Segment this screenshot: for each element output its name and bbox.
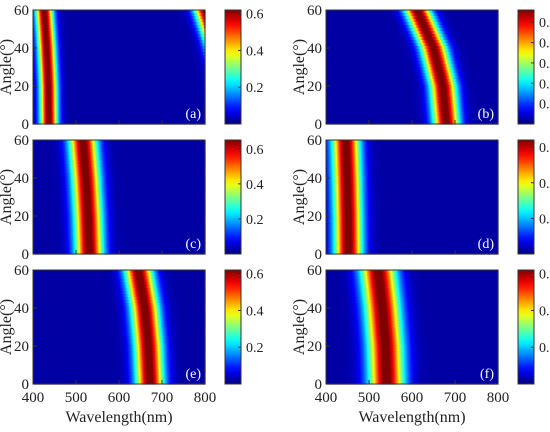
colorbar-tick-label: 0.3 — [539, 268, 550, 283]
colorbar-tick-label: 0.4 — [246, 304, 264, 319]
x-tick-label: 700 — [444, 390, 467, 406]
y-tick-label: 40 — [307, 301, 322, 317]
colorbar-tick-label: 0.2 — [246, 341, 264, 356]
y-tick-label: 20 — [307, 79, 322, 95]
y-tick-label: 40 — [14, 301, 29, 317]
y-tick-label: 60 — [14, 263, 29, 279]
heatmap-c — [33, 140, 206, 255]
colorbar-e: 0.2 0.4 0.6 — [225, 268, 264, 384]
y-axis-label: Angle(°) — [0, 39, 15, 95]
y-axis-label: Angle(°) — [291, 299, 308, 355]
panel-label: (d) — [478, 237, 495, 252]
heatmap-d — [326, 140, 499, 255]
panel-d: 0 20 40 60 Angle(°) (d) 0.1 0.2 0.3 — [291, 133, 550, 263]
colorbar-a: 0.2 0.4 0.6 — [225, 8, 264, 124]
y-axis-label: Angle(°) — [291, 39, 308, 95]
panel-a: 0 20 40 60 Angle(°) (a) 0.2 0.4 0.6 — [0, 3, 264, 133]
colorbar-tick-label: 0.25 — [539, 16, 550, 31]
heatmap-e — [33, 270, 206, 385]
y-tick-label: 20 — [14, 79, 29, 95]
x-tick-label: 800 — [487, 390, 510, 406]
colorbar-tick-label: 0.3 — [539, 141, 550, 156]
y-tick-label: 40 — [307, 41, 322, 57]
colorbar-tick-label: 0.05 — [539, 98, 550, 113]
y-tick-label: 0 — [22, 117, 30, 133]
x-tick-label: 500 — [358, 390, 381, 406]
colorbar-tick-label: 0.6 — [246, 143, 264, 158]
panel-label: (f) — [480, 367, 494, 382]
panel-label: (e) — [185, 367, 201, 382]
y-tick-label: 60 — [307, 3, 322, 19]
y-tick-label: 20 — [307, 339, 322, 355]
x-axis-label: Wavelength(nm) — [65, 409, 172, 426]
colorbar-tick-label: 0.2 — [246, 213, 264, 228]
y-tick-label: 0 — [22, 247, 30, 263]
colorbar-c: 0.2 0.4 0.6 — [225, 140, 264, 254]
y-tick-label: 40 — [14, 171, 29, 187]
y-tick-label: 40 — [307, 171, 322, 187]
panel-label: (a) — [185, 107, 201, 122]
colorbar-tick-label: 0.6 — [246, 8, 264, 23]
y-tick-label: 60 — [14, 133, 29, 149]
heatmap-f — [326, 270, 499, 385]
x-tick-label: 400 — [22, 390, 45, 406]
colorbar-tick-label: 0.1 — [539, 77, 550, 92]
colorbar-tick-label: 0.1 — [539, 341, 550, 356]
x-tick-label: 700 — [151, 390, 174, 406]
colorbar-tick-label: 0.6 — [246, 268, 264, 283]
y-tick-label: 20 — [307, 209, 322, 225]
heatmap-a — [33, 10, 206, 125]
colorbar-tick-label: 0.2 — [539, 177, 550, 192]
y-tick-label: 40 — [14, 41, 29, 57]
colorbar-tick-label: 0.4 — [246, 178, 264, 193]
y-axis-label: Angle(°) — [0, 299, 15, 355]
colorbar-tick-label: 0.1 — [539, 212, 550, 227]
y-tick-label: 0 — [315, 117, 323, 133]
y-tick-label: 20 — [14, 339, 29, 355]
colorbar-tick-label: 0.2 — [246, 81, 264, 96]
colorbar-b: 0.05 0.1 0.15 0.2 0.25 — [518, 10, 550, 124]
x-tick-label: 600 — [401, 390, 424, 406]
colorbar-f: 0.1 0.2 0.3 — [518, 268, 550, 384]
y-axis-label: Angle(°) — [291, 169, 308, 225]
colorbar-tick-label: 0.4 — [246, 44, 264, 59]
y-axis-label: Angle(°) — [0, 169, 15, 225]
colorbar-tick-label: 0.2 — [539, 37, 550, 52]
colorbar-tick-label: 0.2 — [539, 304, 550, 319]
y-tick-label: 20 — [14, 209, 29, 225]
panel-label: (b) — [478, 107, 495, 122]
y-tick-label: 60 — [307, 133, 322, 149]
panel-label: (c) — [185, 237, 201, 252]
panel-b: 0 20 40 60 Angle(°) (b) 0.05 0.1 0.15 0.2 0.25 — [291, 3, 550, 133]
panel-c: 0 20 40 60 Angle(°) (c) 0.2 0.4 0.6 — [0, 133, 264, 263]
x-axis-label: Wavelength(nm) — [358, 409, 465, 426]
y-tick-label: 0 — [315, 247, 323, 263]
x-tick-label: 500 — [65, 390, 88, 406]
colorbar-d: 0.1 0.2 0.3 — [518, 140, 550, 254]
y-tick-label: 60 — [307, 263, 322, 279]
colorbar-tick-label: 0.15 — [539, 57, 550, 72]
x-tick-label: 600 — [108, 390, 131, 406]
y-tick-label: 60 — [14, 3, 29, 19]
x-tick-label: 800 — [194, 390, 217, 406]
x-tick-label: 400 — [315, 390, 338, 406]
heatmap-b — [326, 10, 499, 125]
